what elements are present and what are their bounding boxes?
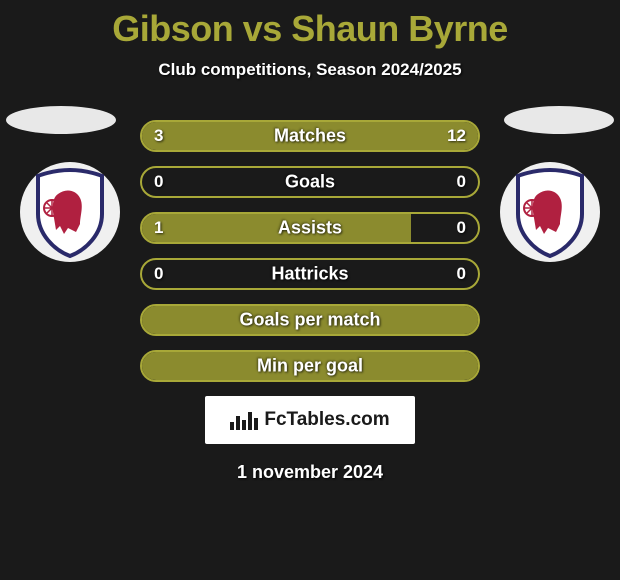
shield-icon — [500, 162, 600, 262]
stat-bar: 00Hattricks — [140, 258, 480, 290]
bar-label: Goals — [142, 172, 478, 193]
bar-label: Min per goal — [142, 356, 478, 377]
club-badge-left — [20, 162, 120, 262]
comparison-panel: 312Matches 00Goals 10Assists 00Hattricks Goa… — [0, 120, 620, 382]
bar-label: Assists — [142, 218, 478, 239]
player-ellipse-right — [504, 106, 614, 134]
stat-bar: Goals per match — [140, 304, 480, 336]
player-ellipse-left — [6, 106, 116, 134]
stat-bar: 312Matches — [140, 120, 480, 152]
brand-bars-icon — [230, 410, 258, 430]
stat-bar: Min per goal — [140, 350, 480, 382]
subtitle: Club competitions, Season 2024/2025 — [0, 60, 620, 80]
stat-bar: 10Assists — [140, 212, 480, 244]
brand-logo: FcTables.com — [205, 396, 415, 444]
bar-label: Matches — [142, 126, 478, 147]
shield-icon — [20, 162, 120, 262]
bar-label: Goals per match — [142, 310, 478, 331]
stat-bar: 00Goals — [140, 166, 480, 198]
date-label: 1 november 2024 — [0, 462, 620, 483]
club-badge-right — [500, 162, 600, 262]
bar-label: Hattricks — [142, 264, 478, 285]
brand-text: FcTables.com — [264, 409, 389, 431]
page-title: Gibson vs Shaun Byrne — [0, 0, 620, 50]
stat-bars: 312Matches 00Goals 10Assists 00Hattricks Goa… — [140, 120, 480, 382]
